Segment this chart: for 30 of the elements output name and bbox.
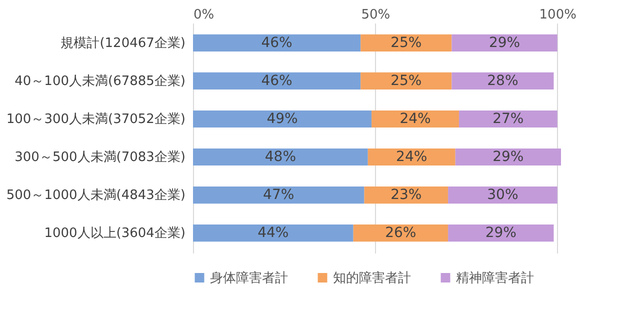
y-tick-label: 40～100人未満(67885企業) xyxy=(14,74,186,89)
data-label: 23% xyxy=(390,187,422,204)
data-label: 28% xyxy=(487,72,518,89)
data-label: 29% xyxy=(492,149,524,166)
data-label: 25% xyxy=(390,72,422,89)
data-label: 46% xyxy=(261,34,292,51)
data-label: 29% xyxy=(485,225,516,242)
data-label: 46% xyxy=(261,72,292,89)
y-tick-label: 1000人以上(3604企業) xyxy=(44,226,186,242)
data-label: 47% xyxy=(263,187,294,204)
x-tick-label: 50% xyxy=(361,8,390,22)
data-label: 29% xyxy=(488,34,520,51)
data-label: 27% xyxy=(492,110,524,127)
data-label: 24% xyxy=(396,149,428,166)
legend-label: 精神障害者計 xyxy=(456,270,534,286)
data-label: 44% xyxy=(258,225,289,242)
data-label: 25% xyxy=(390,34,422,51)
data-label: 30% xyxy=(487,187,518,204)
data-label: 49% xyxy=(266,110,298,127)
y-tick-label: 100～300人未満(37052企業) xyxy=(6,112,186,127)
y-tick-label: 500～1000人未満(4843企業) xyxy=(6,188,186,204)
y-tick-label: 規模計(120467企業) xyxy=(60,36,186,51)
y-tick-label: 300～500人未満(7083企業) xyxy=(14,150,186,166)
x-tick-label: 0% xyxy=(194,8,214,22)
data-label: 26% xyxy=(385,225,416,242)
data-label: 24% xyxy=(400,110,431,127)
data-label: 48% xyxy=(264,149,296,166)
x-tick-label: 100% xyxy=(539,8,576,22)
legend-label: 身体障害者計 xyxy=(210,270,288,286)
legend-label: 知的障害者計 xyxy=(333,270,411,286)
